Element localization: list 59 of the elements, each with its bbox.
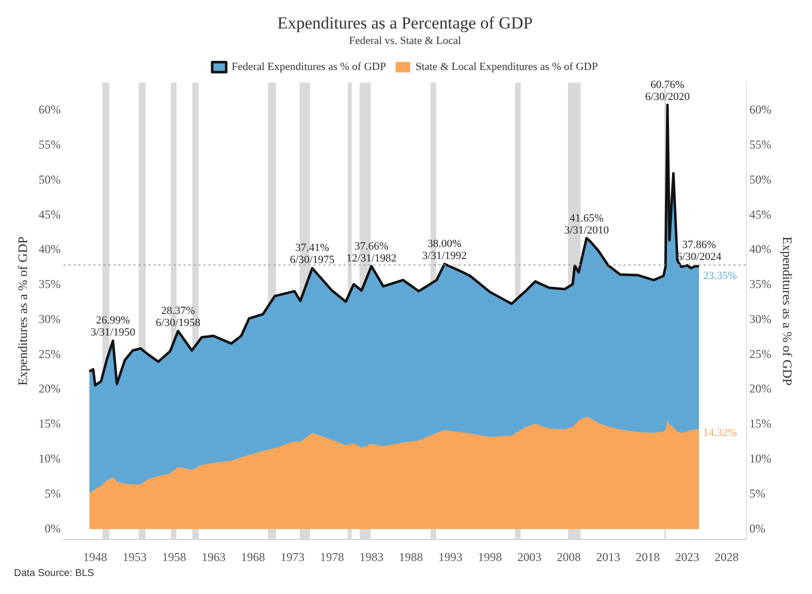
x-tick-label: 2028 (714, 550, 739, 564)
chart-title: Expenditures as a Percentage of GDP (277, 14, 533, 33)
x-tick-label: 1978 (320, 550, 344, 564)
y2-tick-label: 55% (749, 138, 772, 152)
y-tick-label: 50% (38, 172, 61, 186)
y2-tick-label: 5% (749, 486, 766, 500)
x-tick-label: 1968 (241, 550, 266, 564)
x-tick-label: 2008 (556, 550, 581, 564)
annotation: 26.99% 3/31/1950 (90, 314, 136, 339)
y-tick-label: 5% (44, 486, 61, 500)
annotation: 28.37% 6/30/1958 (156, 305, 201, 330)
x-tick-label: 1993 (438, 550, 462, 564)
y-tick-label: 30% (38, 312, 61, 326)
y2-tick-label: 30% (749, 312, 772, 326)
x-tick-label: 2003 (517, 550, 542, 564)
y-axis-title: Expenditures as a % of GDP (15, 236, 30, 386)
x-tick-label: 1948 (83, 550, 108, 564)
y-tick-label: 45% (38, 207, 61, 222)
x-tick-label: 1953 (122, 550, 147, 564)
x-tick-label: 1988 (398, 550, 423, 564)
y-tick-label: 10% (38, 452, 61, 466)
x-tick-label: 2018 (636, 550, 660, 564)
data-label: 14.32% (703, 427, 737, 440)
y-tick-label: 20% (38, 382, 61, 396)
y-tick-label: 40% (38, 242, 61, 256)
annotation: 38.00% 3/31/1992 (422, 238, 467, 262)
y2-tick-label: 50% (749, 172, 772, 186)
y2-axis-title: Expenditures as a % of GDP (780, 236, 795, 386)
y2-tick-label: 15% (749, 416, 772, 431)
legend-label: Federal Expenditures as % of GDP (232, 60, 386, 73)
x-tick-label: 1998 (478, 550, 502, 564)
chart-subtitle: Federal vs. State & Local (348, 34, 462, 47)
data-label: 23.35% (703, 270, 737, 282)
y2-tick-label: 60% (749, 102, 772, 117)
x-tick-label: 1958 (162, 550, 186, 564)
source-note: Data Source: BLS (13, 568, 96, 579)
x-tick-label: 2013 (596, 550, 620, 564)
y-tick-label: 25% (38, 346, 61, 361)
y2-tick-label: 45% (749, 207, 772, 222)
y2-tick-label: 0% (749, 521, 766, 536)
y-tick-label: 15% (38, 416, 61, 431)
y-tick-label: 55% (38, 138, 61, 152)
annotation: 37.41% 6/30/1975 (290, 242, 336, 266)
x-tick-label: 1973 (280, 550, 305, 564)
annotation: 37.66% 12/31/1982 (346, 240, 397, 264)
x-tick-label: 1963 (202, 550, 226, 564)
annotation: 41.65% 3/31/2010 (564, 212, 610, 236)
y-tick-label: 60% (38, 102, 61, 117)
y2-tick-label: 25% (749, 346, 772, 361)
y2-tick-label: 20% (749, 382, 772, 396)
x-tick-label: 2023 (675, 550, 700, 564)
x-tick-label: 1983 (359, 550, 384, 564)
y2-tick-label: 10% (749, 452, 772, 466)
y-tick-label: 35% (38, 277, 61, 292)
legend-label: State & Local Expenditures as % of GDP (415, 60, 598, 73)
annotation: 60.76% 6/30/2020 (645, 79, 690, 104)
y2-tick-label: 40% (749, 242, 772, 256)
y2-tick-label: 35% (749, 277, 772, 292)
y-tick-label: 0% (44, 521, 61, 536)
